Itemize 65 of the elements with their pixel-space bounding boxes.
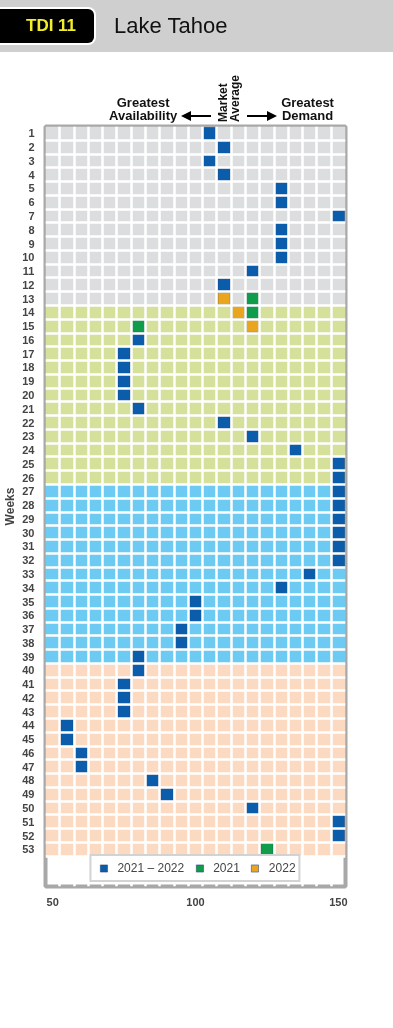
- y-tick-label: 8: [28, 223, 35, 236]
- y-tick-label: 30: [22, 526, 35, 539]
- y-tick-label: 41: [22, 678, 35, 691]
- y-tick-label: 15: [22, 320, 35, 333]
- y-tick-label: 48: [22, 774, 35, 787]
- y-tick-label: 26: [22, 471, 35, 484]
- y-tick-label: 36: [22, 609, 35, 622]
- y-tick-label: 14: [22, 306, 36, 319]
- y-tick-label: 29: [22, 512, 35, 525]
- y-tick-label: 10: [22, 251, 35, 264]
- y-tick-label: 40: [22, 664, 35, 677]
- y-tick-label: 42: [22, 691, 35, 704]
- y-tick-label: 52: [22, 829, 35, 842]
- text: Greatest Availability: [109, 95, 178, 123]
- y-tick-label: 31: [22, 540, 35, 553]
- y-tick-label: 28: [22, 499, 35, 512]
- y-tick-label: 49: [22, 788, 35, 801]
- y-tick-label: 53: [22, 843, 35, 856]
- y-tick-label: 43: [22, 705, 35, 718]
- y-tick-label: 34: [22, 581, 36, 594]
- y-tick-label: 20: [22, 388, 35, 401]
- y-tick-label: 12: [22, 278, 35, 291]
- y-tick-label: 4: [28, 168, 36, 181]
- y-tick-label: 45: [22, 733, 35, 746]
- y-tick-label: 47: [22, 760, 35, 773]
- legend-label: 2022: [268, 861, 296, 875]
- chart-subtitle: TDI 11: [0, 6, 97, 46]
- x-tick-label: 150: [329, 895, 348, 908]
- y-tick-label: 19: [22, 375, 35, 388]
- y-tick-label: 7: [28, 209, 35, 222]
- chart-title: Lake Tahoe: [114, 12, 228, 41]
- y-tick-label: 32: [22, 554, 35, 567]
- y-tick-label: 33: [22, 567, 35, 580]
- y-tick-label: 23: [22, 430, 35, 443]
- legend-label: 2021 – 2022: [117, 861, 185, 875]
- y-tick-label: 2: [28, 141, 35, 154]
- y-tick-label: 11: [22, 265, 35, 278]
- y-tick-label: 22: [22, 416, 35, 429]
- y-tick-label: 18: [22, 361, 35, 374]
- y-tick-label: 51: [22, 815, 35, 828]
- text: Greatest Demand: [281, 95, 334, 123]
- x-tick-label: 50: [46, 895, 59, 908]
- y-tick-label: 46: [22, 746, 35, 759]
- y-axis-title: Weeks: [3, 487, 18, 526]
- y-tick-label: 3: [28, 154, 35, 167]
- text: Market Average: [216, 75, 243, 122]
- y-tick-label: 6: [28, 196, 35, 209]
- y-tick-label: 17: [22, 347, 35, 360]
- y-tick-label: 24: [22, 444, 36, 457]
- y-tick-label: 16: [22, 333, 35, 346]
- y-tick-label: 1: [28, 127, 35, 140]
- y-tick-label: 38: [22, 636, 35, 649]
- y-tick-label: 44: [22, 719, 36, 732]
- y-tick-label: 50: [22, 802, 35, 815]
- y-tick-label: 5: [28, 182, 35, 195]
- y-tick-label: 25: [22, 457, 35, 470]
- y-tick-label: 21: [22, 402, 35, 415]
- legend-label: 2021: [213, 861, 240, 875]
- y-tick-label: 13: [22, 292, 35, 305]
- y-tick-label: 35: [22, 595, 35, 608]
- y-tick-label: 37: [22, 623, 35, 636]
- y-tick-label: 27: [22, 485, 35, 498]
- y-tick-label: 39: [22, 650, 35, 663]
- x-tick-label: 100: [186, 895, 205, 908]
- y-tick-label: 9: [28, 237, 35, 250]
